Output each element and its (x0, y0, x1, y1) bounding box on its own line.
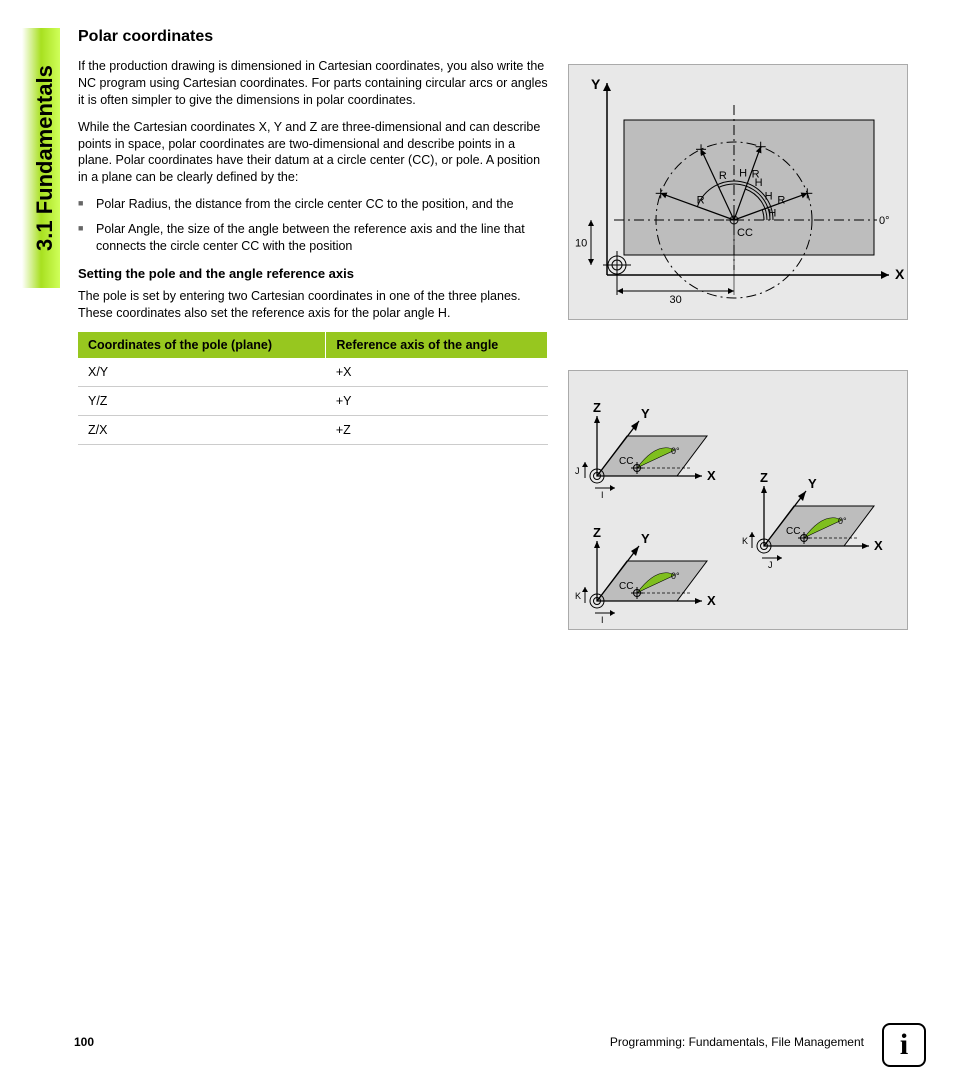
svg-text:X: X (895, 266, 905, 282)
list-item: Polar Radius, the distance from the circ… (78, 196, 548, 213)
svg-text:CC: CC (619, 581, 633, 592)
paragraph: If the production drawing is dimensioned… (78, 58, 548, 109)
svg-text:R: R (777, 194, 785, 206)
svg-text:Z: Z (760, 470, 768, 485)
svg-text:K: K (742, 536, 748, 546)
figure-reference-planes: CC 0° X Z Y I J CC 0° X Z Y I K CC 0° X Z Y J K (568, 370, 908, 630)
table-header: Reference axis of the angle (326, 332, 548, 358)
table-cell: Y/Z (78, 387, 326, 416)
reference-axis-table: Coordinates of the pole (plane) Referenc… (78, 332, 548, 445)
svg-text:CC: CC (737, 227, 753, 239)
table-cell: +Y (326, 387, 548, 416)
svg-text:Y: Y (641, 406, 650, 421)
svg-text:J: J (768, 560, 773, 570)
svg-text:30: 30 (670, 294, 682, 306)
table-row: Y/Z +Y (78, 387, 548, 416)
chapter-title: Programming: Fundamentals, File Manageme… (610, 1035, 864, 1049)
svg-text:I: I (601, 490, 604, 500)
svg-text:10: 10 (575, 238, 587, 250)
svg-text:X: X (707, 593, 716, 608)
svg-text:Y: Y (808, 476, 817, 491)
table-cell: Z/X (78, 416, 326, 445)
paragraph: The pole is set by entering two Cartesia… (78, 288, 548, 322)
svg-text:Y: Y (641, 531, 650, 546)
table-row: Z/X +Z (78, 416, 548, 445)
table-cell: +X (326, 358, 548, 387)
svg-text:J: J (575, 466, 580, 476)
svg-text:CC: CC (786, 526, 800, 537)
table-header: Coordinates of the pole (plane) (78, 332, 326, 358)
svg-text:Z: Z (593, 400, 601, 415)
svg-text:0°: 0° (671, 446, 680, 456)
svg-text:CC: CC (619, 456, 633, 467)
svg-text:X: X (707, 468, 716, 483)
svg-text:0°: 0° (671, 571, 680, 581)
svg-text:H: H (765, 190, 773, 202)
page-number: 100 (74, 1035, 94, 1049)
paragraph: While the Cartesian coordinates X, Y and… (78, 119, 548, 187)
svg-text:H: H (739, 168, 747, 180)
svg-text:R: R (719, 170, 727, 182)
heading-polar: Polar coordinates (78, 28, 548, 46)
subheading: Setting the pole and the angle reference… (78, 265, 548, 283)
info-icon: i (882, 1023, 926, 1067)
main-content: Polar coordinates If the production draw… (78, 28, 548, 445)
section-label: 3.1 Fundamentals (26, 28, 64, 288)
svg-text:K: K (575, 591, 581, 601)
svg-text:Z: Z (593, 525, 601, 540)
figure-polar-coordinates: XYCC0°RHRHRHRH3010 (568, 64, 908, 320)
svg-text:I: I (601, 615, 604, 625)
list-item: Polar Angle, the size of the angle betwe… (78, 221, 548, 255)
svg-text:X: X (874, 538, 883, 553)
table-cell: X/Y (78, 358, 326, 387)
svg-text:Y: Y (591, 76, 601, 92)
table-row: X/Y +X (78, 358, 548, 387)
table-cell: +Z (326, 416, 548, 445)
svg-text:0°: 0° (838, 516, 847, 526)
svg-text:0°: 0° (879, 215, 890, 227)
